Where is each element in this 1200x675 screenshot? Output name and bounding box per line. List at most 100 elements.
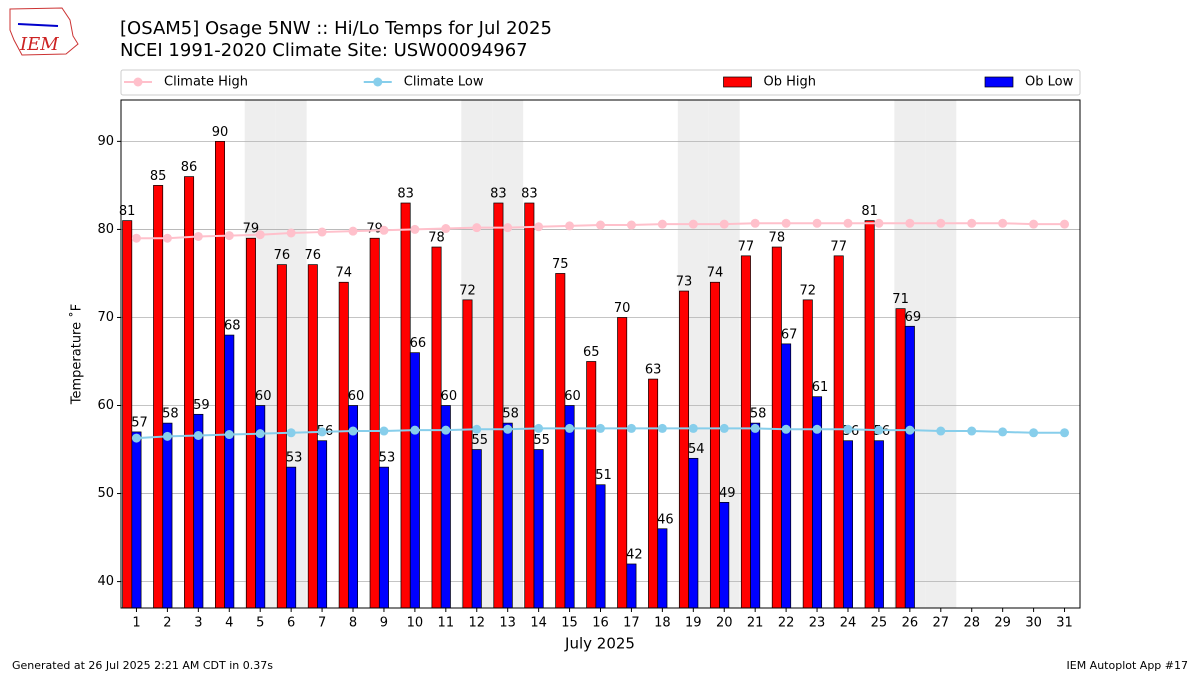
x-tick-label: 18 [654, 616, 671, 631]
legend-label: Climate Low [404, 75, 484, 90]
data-label: 60 [441, 389, 458, 404]
point [1060, 428, 1070, 438]
x-tick-label: 30 [1025, 616, 1042, 631]
point [193, 231, 203, 241]
y-axis-label: Temperature ˚F [69, 304, 85, 405]
point [998, 218, 1008, 228]
legend-swatch [984, 76, 1014, 88]
bar [657, 528, 668, 609]
point [843, 424, 853, 434]
point [905, 218, 915, 228]
bar [440, 405, 451, 609]
data-label: 49 [719, 486, 736, 501]
point [967, 218, 977, 228]
bar [533, 449, 544, 609]
x-tick-label: 11 [438, 616, 455, 631]
point [657, 219, 667, 229]
x-tick-label: 10 [407, 616, 424, 631]
data-label: 67 [781, 327, 798, 342]
point [936, 218, 946, 228]
point [905, 425, 915, 435]
data-label: 81 [119, 204, 136, 219]
point [967, 426, 977, 436]
data-label: 79 [243, 222, 260, 237]
x-tick-label: 16 [592, 616, 609, 631]
point [1029, 219, 1039, 229]
y-tick-label: 50 [97, 486, 114, 501]
point [812, 424, 822, 434]
logo: IEM [9, 7, 79, 56]
bar [245, 237, 256, 609]
legend-marker [133, 77, 143, 87]
point [936, 426, 946, 436]
bar [740, 255, 751, 609]
bar [802, 299, 813, 609]
x-tick-label: 27 [933, 616, 950, 631]
data-label: 78 [769, 231, 786, 246]
x-tick-label: 31 [1056, 616, 1073, 631]
bar [131, 431, 142, 609]
point [193, 430, 203, 440]
x-tick-label: 28 [963, 616, 980, 631]
x-tick-label: 13 [499, 616, 516, 631]
bar [873, 440, 884, 609]
data-label: 60 [255, 389, 272, 404]
point [719, 423, 729, 433]
point [503, 424, 513, 434]
bar [781, 343, 792, 609]
point [1029, 428, 1039, 438]
x-tick-label: 15 [561, 616, 578, 631]
data-label: 46 [657, 512, 674, 527]
point [688, 219, 698, 229]
x-tick-label: 12 [468, 616, 485, 631]
data-label: 81 [861, 204, 878, 219]
data-label: 72 [799, 283, 816, 298]
x-tick-label: 6 [287, 616, 295, 631]
point [596, 220, 605, 230]
bar [502, 422, 513, 609]
bar [122, 220, 133, 609]
bar [586, 361, 597, 609]
data-label: 90 [212, 125, 229, 140]
bar [184, 176, 195, 609]
x-tick-label: 1 [132, 616, 140, 631]
x-tick-label: 9 [380, 616, 388, 631]
x-tick-label: 29 [994, 616, 1011, 631]
data-label: 58 [750, 407, 767, 422]
x-tick-label: 2 [163, 616, 171, 631]
point [410, 224, 420, 234]
bar [431, 246, 442, 609]
data-label: 61 [812, 380, 829, 395]
bar [400, 202, 411, 609]
x-tick-label: 22 [778, 616, 795, 631]
bar [462, 299, 473, 609]
y-tick-label: 40 [97, 574, 114, 589]
x-tick-label: 17 [623, 616, 640, 631]
data-label: 57 [131, 415, 148, 430]
bar [524, 202, 535, 609]
bar [471, 449, 482, 609]
data-label: 77 [738, 239, 755, 254]
bar [564, 405, 575, 609]
point [812, 218, 822, 228]
legend-label: Climate High [164, 75, 248, 90]
x-tick-label: 7 [318, 616, 326, 631]
bar [709, 281, 720, 609]
x-axis-label: July 2025 [564, 635, 635, 653]
data-label: 66 [410, 336, 427, 351]
bar [626, 563, 637, 609]
point [998, 427, 1008, 437]
x-tick-label: 8 [349, 616, 357, 631]
x-tick-label: 26 [902, 616, 919, 631]
data-label: 55 [471, 433, 488, 448]
point [750, 423, 760, 433]
footer-left: Generated at 26 Jul 2025 2:21 AM CDT in … [12, 659, 273, 672]
chart-subtitle: NCEI 1991-2020 Climate Site: USW00094967 [120, 40, 528, 61]
bar [555, 273, 566, 609]
point [379, 225, 389, 235]
data-label: 78 [428, 231, 445, 246]
x-tick-label: 20 [716, 616, 733, 631]
data-label: 63 [645, 363, 662, 378]
point [781, 218, 791, 228]
